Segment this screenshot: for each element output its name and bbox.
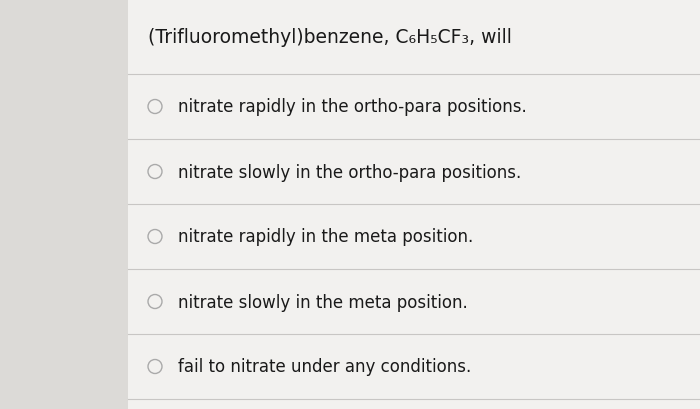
- Text: fail to nitrate under any conditions.: fail to nitrate under any conditions.: [178, 357, 471, 375]
- Text: nitrate slowly in the meta position.: nitrate slowly in the meta position.: [178, 293, 468, 311]
- Text: nitrate rapidly in the meta position.: nitrate rapidly in the meta position.: [178, 228, 473, 246]
- Text: (Trifluoromethyl)benzene, C₆H₅CF₃, will: (Trifluoromethyl)benzene, C₆H₅CF₃, will: [148, 28, 512, 47]
- Text: nitrate slowly in the ortho-para positions.: nitrate slowly in the ortho-para positio…: [178, 163, 522, 181]
- FancyBboxPatch shape: [128, 0, 700, 409]
- Text: nitrate rapidly in the ortho-para positions.: nitrate rapidly in the ortho-para positi…: [178, 98, 526, 116]
